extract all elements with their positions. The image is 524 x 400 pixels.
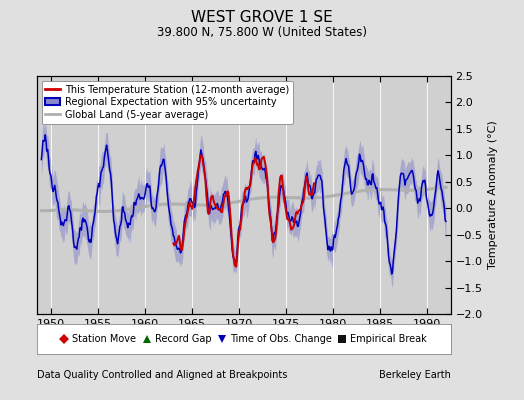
Text: Data Quality Controlled and Aligned at Breakpoints: Data Quality Controlled and Aligned at B…: [37, 370, 287, 380]
Legend: Station Move, Record Gap, Time of Obs. Change, Empirical Break: Station Move, Record Gap, Time of Obs. C…: [58, 331, 430, 347]
Y-axis label: Temperature Anomaly (°C): Temperature Anomaly (°C): [488, 121, 498, 269]
Text: WEST GROVE 1 SE: WEST GROVE 1 SE: [191, 10, 333, 25]
Legend: This Temperature Station (12-month average), Regional Expectation with 95% uncer: This Temperature Station (12-month avera…: [41, 81, 293, 124]
Text: Berkeley Earth: Berkeley Earth: [379, 370, 451, 380]
Text: 39.800 N, 75.800 W (United States): 39.800 N, 75.800 W (United States): [157, 26, 367, 39]
